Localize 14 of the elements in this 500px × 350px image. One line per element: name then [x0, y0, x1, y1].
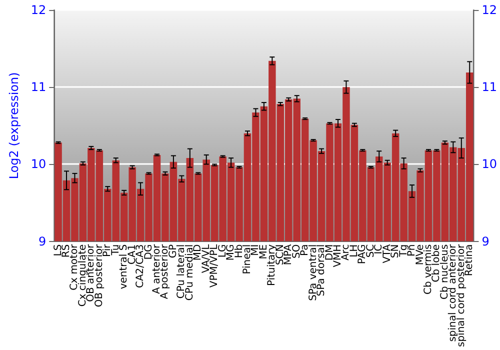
y2-tick-label: 10: [482, 157, 498, 172]
y2-tick-label: 11: [482, 80, 498, 94]
x-tick-label: Tg: [398, 244, 410, 258]
y-tick-label: 11: [30, 80, 46, 94]
y-axis-title: Log2 (expression): [7, 72, 21, 180]
y-tick-label: 12: [30, 3, 46, 17]
x-tick-label: Pituitary: [266, 244, 278, 286]
y-tick-label: 10: [30, 157, 46, 172]
x-tick-label: ME: [258, 244, 270, 260]
x-tick-label: OB posterior: [94, 243, 105, 308]
y-tick-label: 9: [38, 234, 46, 248]
y2-tick-label: 12: [482, 3, 498, 17]
x-tick-label: Retina: [464, 244, 476, 276]
y2-tick-label: 9: [482, 234, 490, 248]
